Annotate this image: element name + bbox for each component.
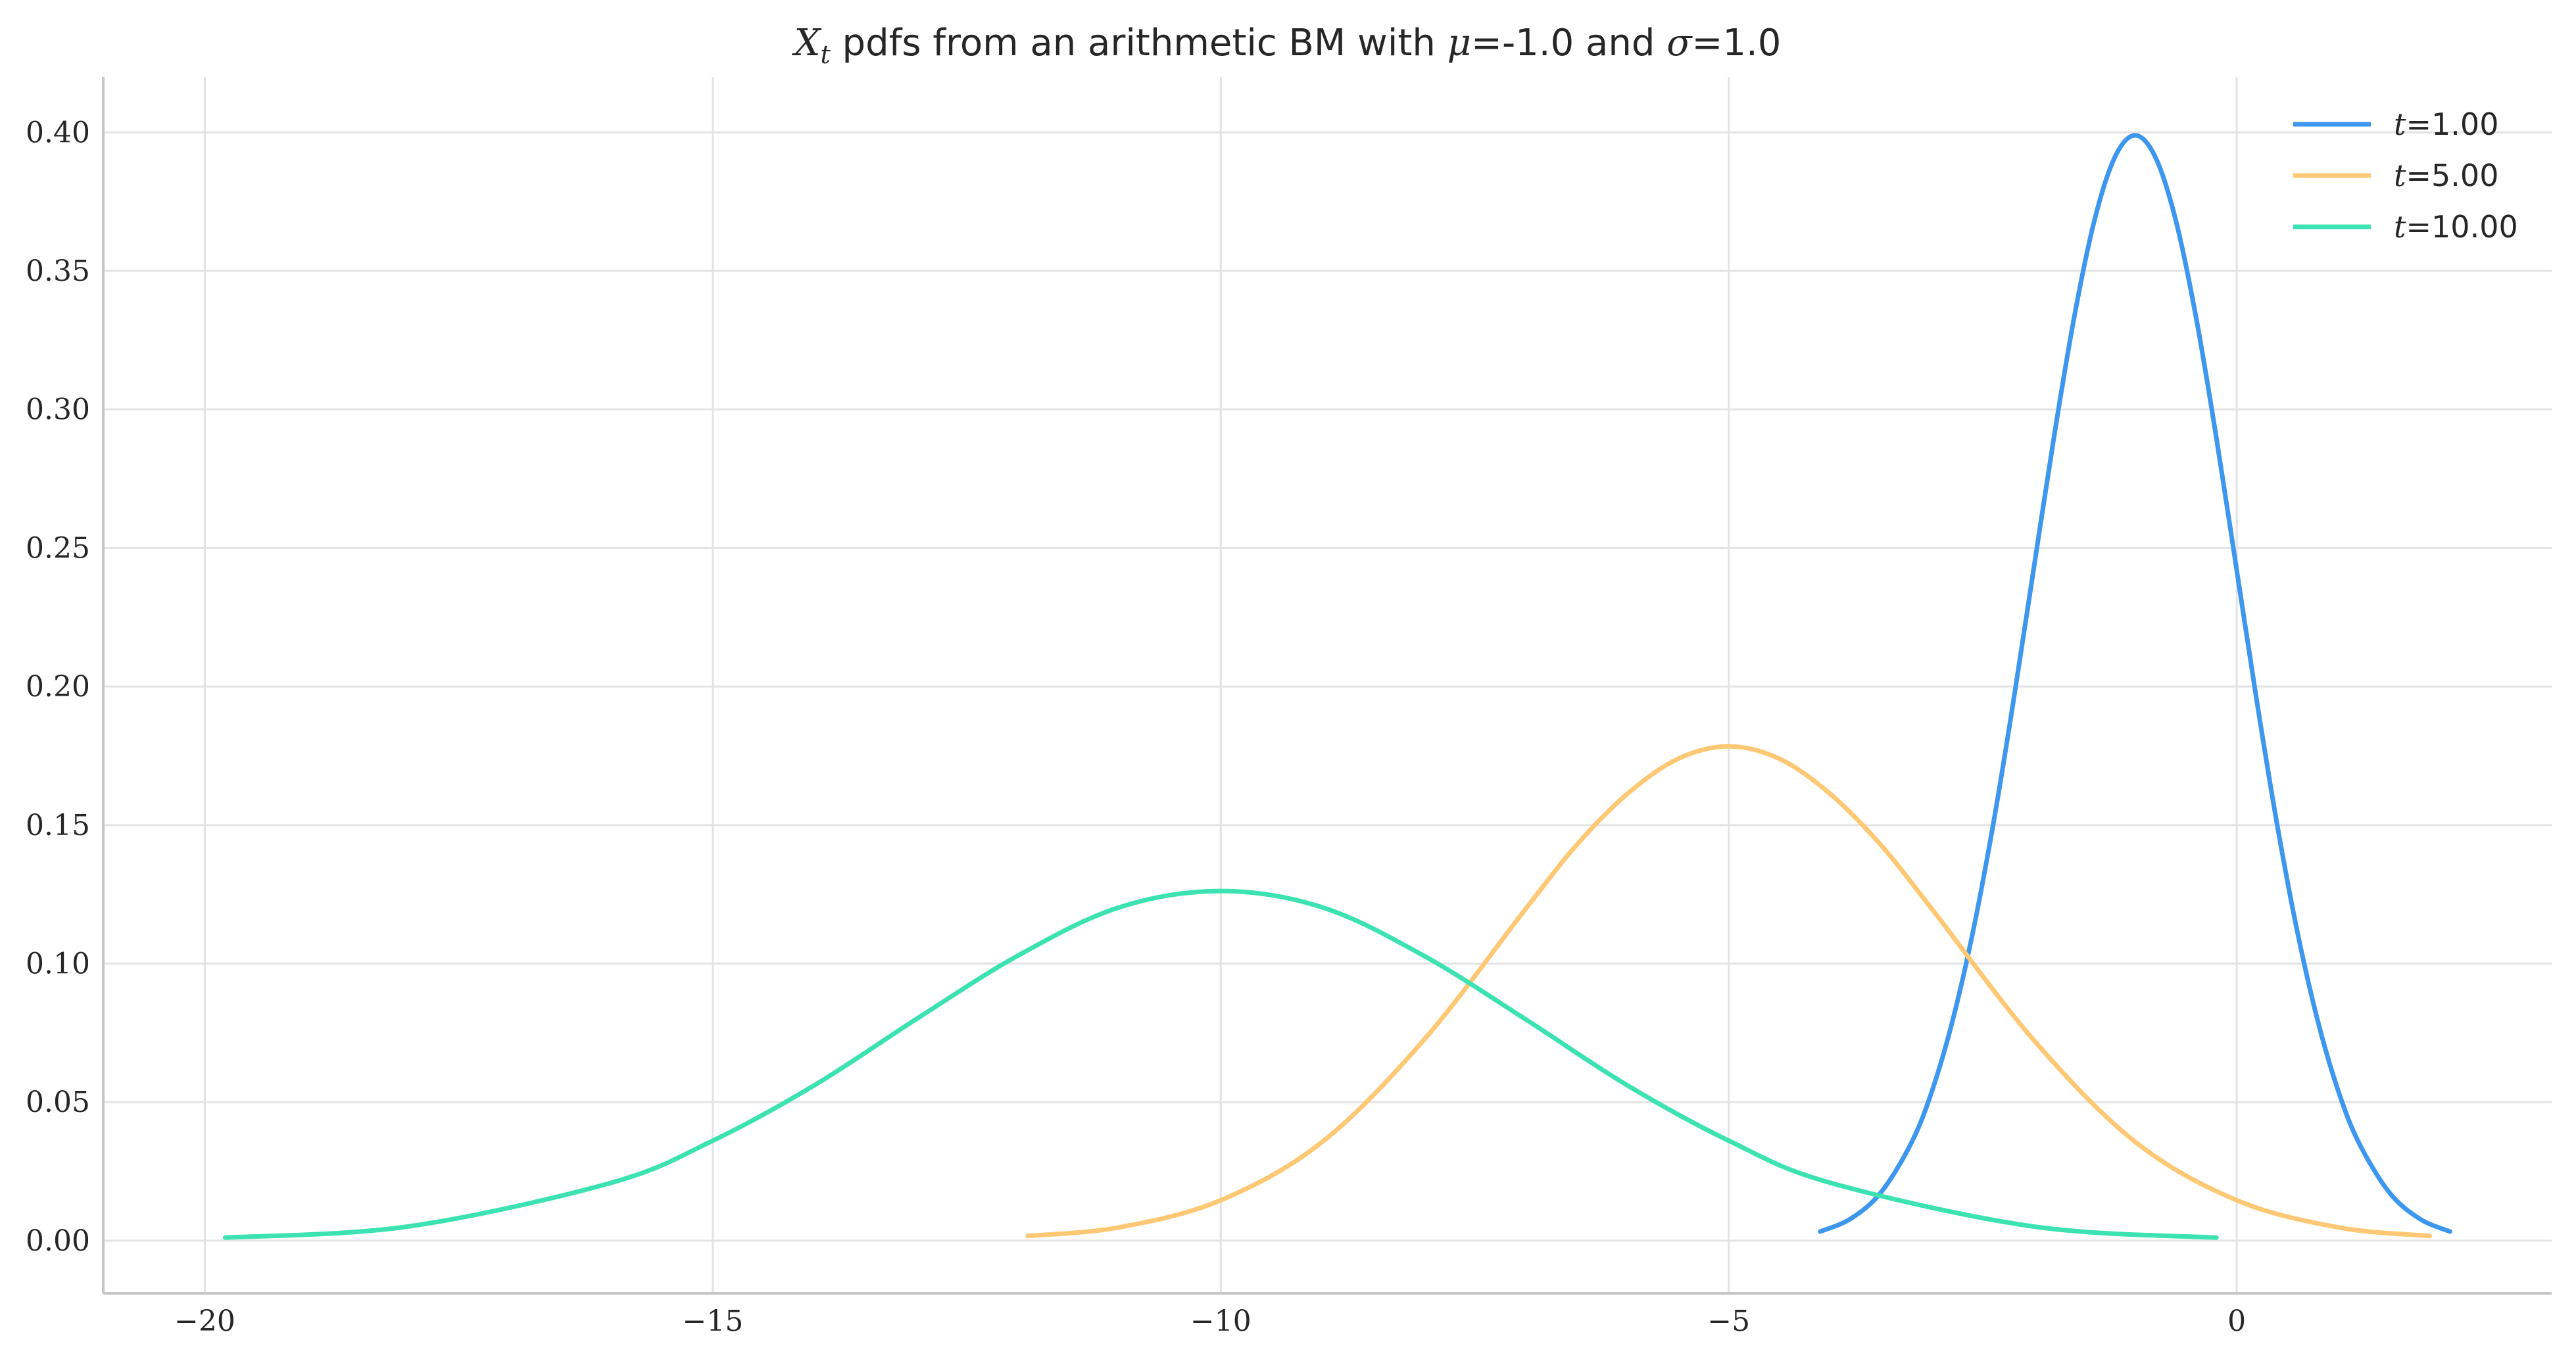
legend-label-t1: t=1.00 <box>2394 107 2498 142</box>
axes <box>102 77 2552 1295</box>
y-tick-label: 0.00 <box>26 1224 90 1258</box>
legend-t5-value: =5.00 <box>2406 158 2499 193</box>
x-tick-label: 0 <box>2227 1305 2246 1338</box>
grid <box>103 77 2552 1293</box>
y-tick-label: 0.20 <box>26 670 90 704</box>
title-mu-symbol: μ <box>1447 22 1471 64</box>
legend: t=1.00 t=5.00 t=10.00 <box>2293 107 2518 245</box>
series-line-t1 <box>1818 133 2452 1234</box>
y-tick-label: 0.40 <box>26 116 90 149</box>
legend-label-t10: t=10.00 <box>2394 209 2518 245</box>
legend-label-t5: t=5.00 <box>2394 158 2498 193</box>
y-tick-label: 0.30 <box>26 393 90 427</box>
x-tick-label: −20 <box>174 1305 235 1338</box>
title-text-main: pdfs from an arithmetic BM with <box>831 22 1447 64</box>
title-mu-value: =-1.0 <box>1471 22 1574 64</box>
y-tick-label: 0.05 <box>26 1086 90 1119</box>
legend-t1-symbol: t <box>2394 107 2406 142</box>
y-tick-label: 0.25 <box>26 531 90 565</box>
x-tick-label: −15 <box>682 1305 743 1338</box>
legend-t1-value: =1.00 <box>2406 107 2499 142</box>
y-tick-label: 0.35 <box>26 254 90 288</box>
title-sigma-value: =1.0 <box>1691 22 1781 64</box>
y-tick-label: 0.15 <box>26 809 90 842</box>
title-x-subscript: t <box>820 40 831 69</box>
legend-t5-symbol: t <box>2394 158 2406 193</box>
title-x-symbol: X <box>792 22 822 64</box>
chart-title: Xt pdfs from an arithmetic BM with μ=-1.… <box>792 22 1782 69</box>
series-line-t5 <box>1025 744 2433 1239</box>
legend-t10-value: =10.00 <box>2406 209 2518 245</box>
series-lines <box>222 133 2452 1240</box>
x-tick-label: −5 <box>1707 1305 1750 1338</box>
title-text-and: and <box>1574 22 1666 64</box>
x-tick-label: −10 <box>1190 1305 1252 1338</box>
series-line-t10 <box>222 888 2219 1240</box>
y-tick-label: 0.10 <box>26 947 90 981</box>
tick-labels: −20 −15 −10 −5 0 0.00 0.05 0.10 0.15 0.20 0.25 0.30… <box>26 116 2246 1338</box>
title-sigma-symbol: σ <box>1666 22 1693 64</box>
legend-t10-symbol: t <box>2394 209 2406 245</box>
